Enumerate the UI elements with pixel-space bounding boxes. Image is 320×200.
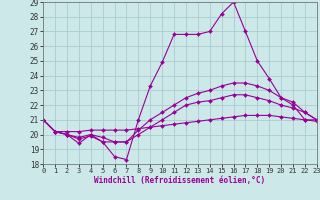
- X-axis label: Windchill (Refroidissement éolien,°C): Windchill (Refroidissement éolien,°C): [94, 176, 266, 185]
